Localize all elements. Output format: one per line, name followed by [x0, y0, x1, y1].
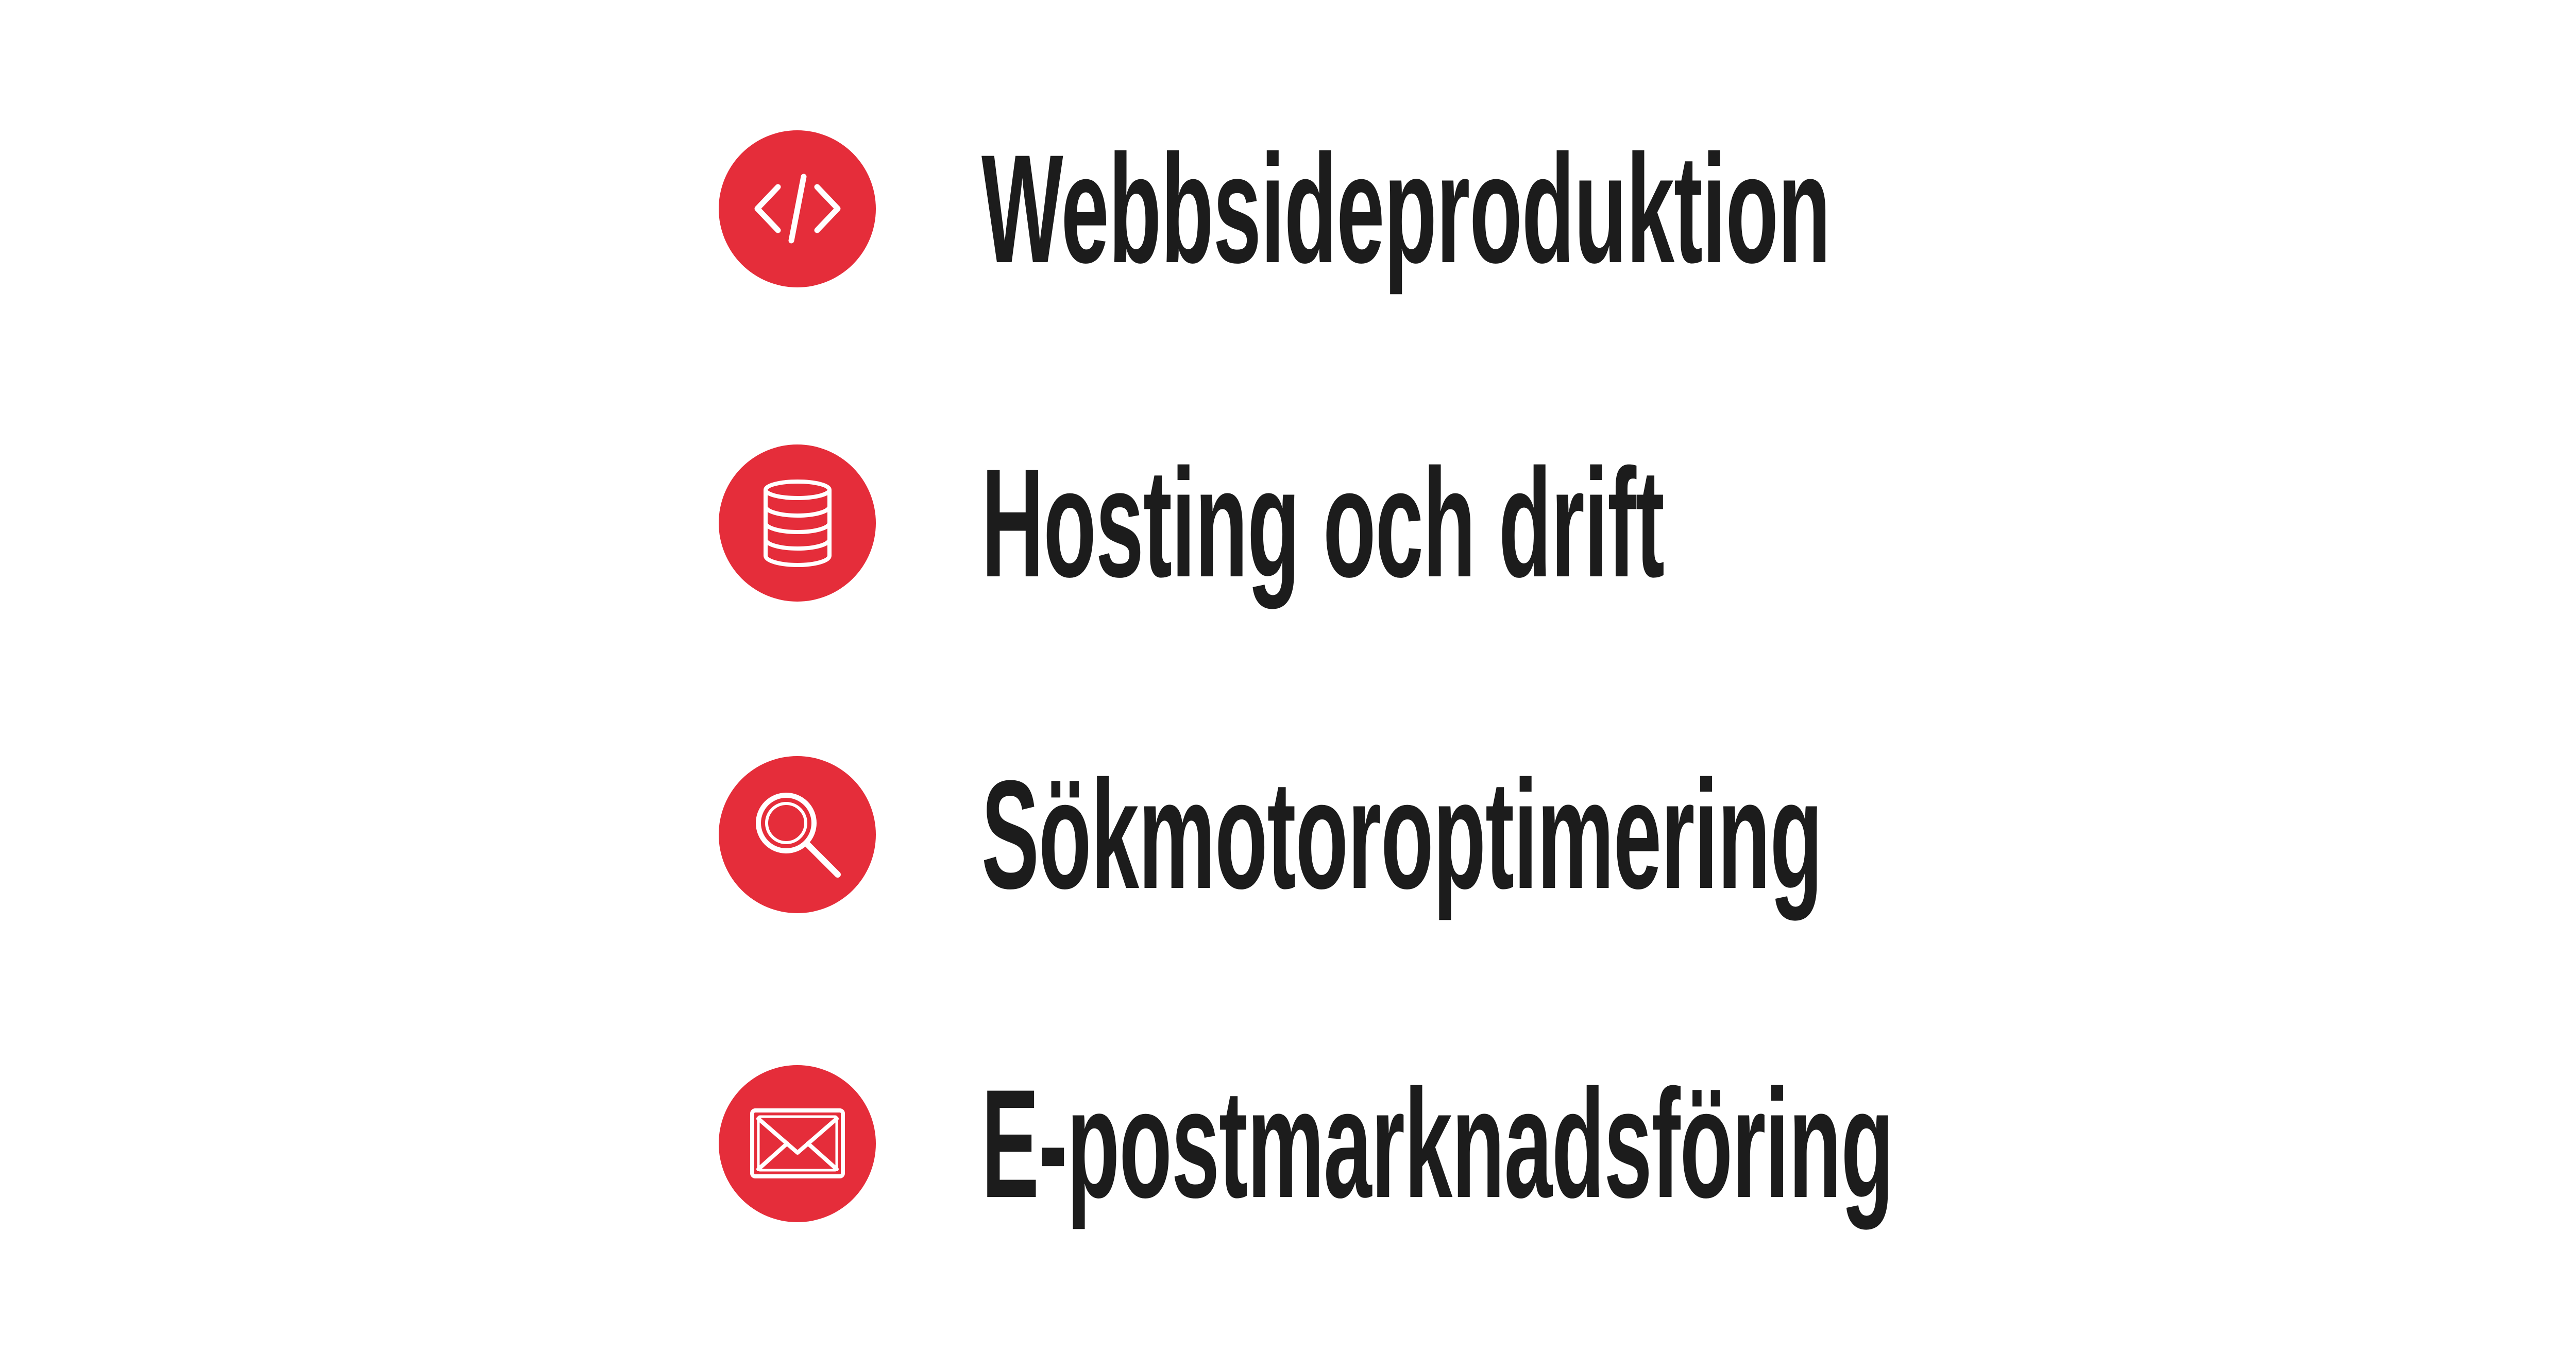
search-icon: [719, 756, 876, 913]
service-label: Webbsideproduktion: [981, 122, 1831, 295]
code-icon: [719, 130, 876, 287]
database-icon: [719, 444, 876, 602]
service-label: Hosting och drift: [981, 436, 1665, 609]
mail-icon: [719, 1065, 876, 1222]
service-item-hosting: Hosting och drift: [719, 443, 2058, 603]
service-label: E-postmarknadsföring: [981, 1057, 1894, 1230]
service-item-sokmotoroptimering: Sökmotoroptimering: [719, 755, 2058, 914]
service-item-webbsideproduktion: Webbsideproduktion: [719, 129, 2058, 288]
service-label: Sökmotoroptimering: [981, 748, 1823, 921]
service-item-e-postmarknadsforing: E-postmarknadsföring: [719, 1064, 2058, 1223]
